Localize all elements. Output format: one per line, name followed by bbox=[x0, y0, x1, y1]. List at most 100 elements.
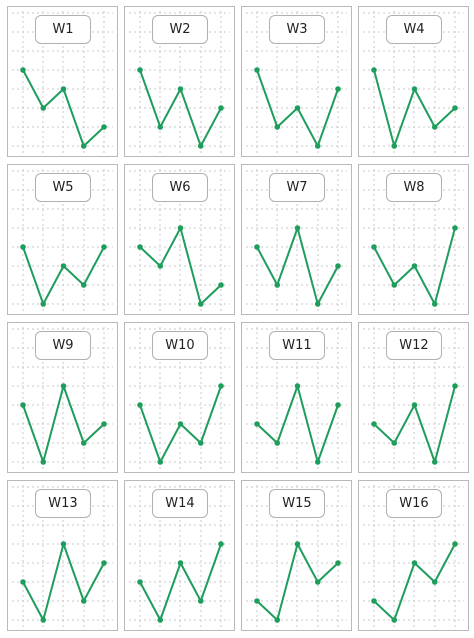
chart-plot bbox=[129, 327, 230, 469]
chart-title: W15 bbox=[269, 489, 325, 518]
chart-plot bbox=[129, 485, 230, 627]
data-point bbox=[101, 244, 107, 250]
data-point bbox=[80, 282, 87, 288]
data-point bbox=[197, 440, 204, 446]
chart-plot bbox=[12, 327, 113, 469]
data-point bbox=[177, 225, 184, 231]
data-point bbox=[254, 244, 260, 250]
data-point bbox=[218, 541, 224, 547]
chart-panel: W14 bbox=[124, 480, 235, 631]
chart-plot bbox=[363, 169, 464, 311]
data-point bbox=[60, 383, 67, 389]
data-point bbox=[371, 421, 377, 427]
data-point bbox=[218, 105, 224, 111]
chart-panel: W6 bbox=[124, 164, 235, 315]
data-point bbox=[254, 67, 260, 73]
data-point bbox=[314, 143, 321, 149]
data-point bbox=[177, 560, 184, 566]
data-point bbox=[218, 282, 224, 288]
chart-plot bbox=[246, 485, 347, 627]
data-point bbox=[80, 440, 87, 446]
chart-panel: W15 bbox=[241, 480, 352, 631]
data-point bbox=[294, 541, 301, 547]
chart-panel: W1 bbox=[7, 6, 118, 157]
data-point bbox=[391, 282, 398, 288]
chart-title: W12 bbox=[386, 331, 442, 360]
data-point bbox=[177, 86, 184, 92]
data-point bbox=[20, 67, 26, 73]
chart-title: W2 bbox=[152, 15, 208, 44]
data-point bbox=[452, 225, 458, 231]
chart-title: W14 bbox=[152, 489, 208, 518]
data-point bbox=[335, 560, 341, 566]
chart-title: W8 bbox=[386, 173, 442, 202]
data-point bbox=[452, 541, 458, 547]
data-point bbox=[157, 263, 164, 269]
data-point bbox=[60, 86, 67, 92]
chart-panel: W16 bbox=[358, 480, 469, 631]
data-point bbox=[274, 282, 281, 288]
data-point bbox=[335, 402, 341, 408]
data-point bbox=[197, 143, 204, 149]
data-point bbox=[314, 459, 321, 465]
data-point bbox=[60, 541, 67, 547]
data-point bbox=[431, 459, 438, 465]
chart-title: W11 bbox=[269, 331, 325, 360]
chart-plot bbox=[129, 11, 230, 153]
chart-plot bbox=[363, 11, 464, 153]
chart-panel: W8 bbox=[358, 164, 469, 315]
chart-plot bbox=[363, 327, 464, 469]
chart-panel: W7 bbox=[241, 164, 352, 315]
chart-title: W1 bbox=[35, 15, 91, 44]
data-point bbox=[197, 301, 204, 307]
chart-panel: W4 bbox=[358, 6, 469, 157]
data-point bbox=[177, 421, 184, 427]
data-point bbox=[60, 263, 67, 269]
data-point bbox=[137, 402, 143, 408]
data-point bbox=[137, 579, 143, 585]
data-point bbox=[371, 67, 377, 73]
chart-title: W16 bbox=[386, 489, 442, 518]
data-point bbox=[411, 560, 418, 566]
data-point bbox=[137, 244, 143, 250]
data-point bbox=[391, 440, 398, 446]
data-point bbox=[40, 105, 47, 111]
data-point bbox=[80, 598, 87, 604]
data-point bbox=[431, 579, 438, 585]
data-point bbox=[294, 105, 301, 111]
chart-title: W3 bbox=[269, 15, 325, 44]
data-point bbox=[371, 598, 377, 604]
data-point bbox=[40, 459, 47, 465]
chart-panel: W5 bbox=[7, 164, 118, 315]
data-point bbox=[40, 301, 47, 307]
chart-title: W4 bbox=[386, 15, 442, 44]
data-point bbox=[20, 579, 26, 585]
data-point bbox=[40, 617, 47, 623]
data-point bbox=[411, 86, 418, 92]
chart-plot bbox=[246, 169, 347, 311]
data-point bbox=[157, 124, 164, 130]
data-point bbox=[101, 124, 107, 130]
chart-plot bbox=[246, 11, 347, 153]
data-point bbox=[371, 244, 377, 250]
chart-panel: W3 bbox=[241, 6, 352, 157]
data-point bbox=[411, 402, 418, 408]
data-point bbox=[80, 143, 87, 149]
data-point bbox=[157, 459, 164, 465]
data-point bbox=[314, 301, 321, 307]
chart-panel: W13 bbox=[7, 480, 118, 631]
chart-title: W13 bbox=[35, 489, 91, 518]
data-point bbox=[20, 244, 26, 250]
data-point bbox=[137, 67, 143, 73]
chart-plot bbox=[129, 169, 230, 311]
data-point bbox=[335, 263, 341, 269]
data-point bbox=[101, 560, 107, 566]
data-point bbox=[274, 124, 281, 130]
data-point bbox=[452, 383, 458, 389]
chart-title: W5 bbox=[35, 173, 91, 202]
data-point bbox=[254, 598, 260, 604]
chart-title: W6 bbox=[152, 173, 208, 202]
chart-panel: W11 bbox=[241, 322, 352, 473]
data-point bbox=[254, 421, 260, 427]
